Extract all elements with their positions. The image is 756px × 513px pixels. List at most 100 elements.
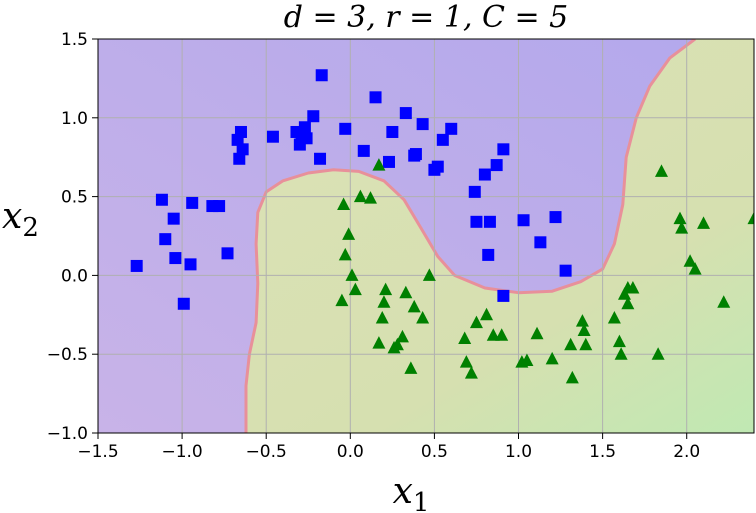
y-tick-label: 0.5 bbox=[61, 188, 88, 208]
point-class-0 bbox=[339, 122, 352, 135]
point-class-1 bbox=[375, 310, 389, 324]
x-axis: −1.5 −1.0 −0.5 0.0 0.5 1.0 1.5 2.0 bbox=[77, 433, 700, 462]
point-class-0 bbox=[169, 252, 182, 265]
point-class-0 bbox=[184, 258, 197, 271]
point-class-1 bbox=[530, 326, 544, 340]
point-class-0 bbox=[233, 152, 246, 165]
point-class-0 bbox=[468, 185, 481, 198]
point-class-0 bbox=[357, 144, 370, 157]
point-class-1 bbox=[486, 328, 500, 341]
point-class-0 bbox=[497, 143, 510, 156]
plot-area bbox=[97, 38, 755, 434]
x-tick-label: −0.5 bbox=[246, 442, 287, 462]
point-class-1 bbox=[614, 347, 628, 360]
point-class-1 bbox=[617, 287, 631, 300]
x-axis-label-subscript: 1 bbox=[413, 488, 430, 513]
point-class-1 bbox=[747, 211, 754, 225]
point-class-0 bbox=[307, 110, 320, 123]
point-class-1 bbox=[577, 323, 591, 337]
point-class-1 bbox=[480, 307, 494, 321]
point-class-1 bbox=[387, 340, 401, 354]
x-axis-label: x1 bbox=[393, 471, 430, 513]
point-class-1 bbox=[345, 268, 359, 281]
point-class-0 bbox=[386, 125, 399, 138]
x-tick-label: 2.0 bbox=[673, 442, 700, 462]
point-class-0 bbox=[534, 236, 547, 249]
point-class-0 bbox=[445, 122, 458, 135]
point-class-0 bbox=[559, 264, 572, 277]
point-class-1 bbox=[520, 353, 534, 367]
y-tick-label: −0.5 bbox=[47, 345, 88, 365]
point-class-1 bbox=[564, 337, 578, 351]
point-class-0 bbox=[315, 69, 328, 82]
point-class-0 bbox=[266, 130, 279, 143]
point-class-0 bbox=[409, 148, 422, 161]
x-tick-label: 1.5 bbox=[589, 442, 616, 462]
point-class-1 bbox=[395, 329, 409, 343]
point-class-1 bbox=[697, 216, 711, 229]
y-axis-label-base: x bbox=[2, 196, 22, 237]
plot-frame bbox=[97, 38, 755, 434]
point-class-0 bbox=[236, 143, 249, 156]
point-class-1 bbox=[422, 268, 436, 281]
x-tick-label: 1.0 bbox=[505, 442, 532, 462]
decision-region-class-1 bbox=[246, 39, 754, 433]
point-class-1 bbox=[565, 370, 579, 384]
y-axis-label: x2 bbox=[2, 196, 39, 243]
point-class-0 bbox=[369, 91, 382, 104]
point-class-1 bbox=[379, 282, 393, 296]
point-class-0 bbox=[186, 196, 199, 209]
point-class-1 bbox=[337, 197, 351, 210]
point-class-1 bbox=[621, 296, 635, 310]
point-class-1 bbox=[372, 336, 386, 349]
point-class-1 bbox=[377, 295, 391, 308]
point-class-0 bbox=[221, 247, 234, 260]
point-class-1 bbox=[651, 347, 665, 360]
point-class-0 bbox=[470, 215, 483, 228]
point-class-1 bbox=[458, 331, 472, 344]
point-class-0 bbox=[517, 214, 530, 227]
point-class-1 bbox=[342, 227, 356, 240]
point-class-0 bbox=[436, 133, 449, 146]
point-class-0 bbox=[159, 233, 172, 246]
x-axis-label-base: x bbox=[393, 471, 413, 512]
point-class-1 bbox=[495, 328, 509, 341]
point-class-1 bbox=[579, 337, 593, 351]
point-class-1 bbox=[545, 351, 559, 365]
y-tick-label: 0.0 bbox=[61, 266, 88, 286]
x-tick-label: −1.0 bbox=[161, 442, 202, 462]
point-class-0 bbox=[155, 193, 168, 206]
point-class-0 bbox=[177, 297, 190, 310]
y-tick-label: −1.0 bbox=[47, 424, 88, 444]
point-class-1 bbox=[673, 211, 687, 225]
data-points bbox=[130, 69, 754, 384]
point-class-0 bbox=[167, 212, 180, 225]
point-class-1 bbox=[469, 315, 483, 329]
point-class-1 bbox=[416, 310, 430, 324]
point-class-0 bbox=[478, 168, 491, 181]
point-class-0 bbox=[490, 159, 503, 172]
point-class-1 bbox=[335, 293, 349, 307]
x-tick-label: 0.0 bbox=[337, 442, 364, 462]
x-tick-label: 0.5 bbox=[421, 442, 448, 462]
y-tick-label: 1.0 bbox=[61, 109, 88, 129]
point-class-1 bbox=[654, 164, 668, 177]
point-class-1 bbox=[464, 366, 478, 379]
point-class-0 bbox=[382, 155, 395, 168]
point-class-0 bbox=[483, 215, 496, 228]
y-axis-label-subscript: 2 bbox=[22, 213, 39, 243]
point-class-1 bbox=[404, 361, 418, 374]
point-class-1 bbox=[717, 295, 731, 308]
point-class-0 bbox=[234, 125, 247, 138]
y-axis: −1.0 −0.5 0.0 0.5 1.0 1.5 bbox=[47, 30, 98, 444]
point-class-1 bbox=[688, 262, 702, 275]
point-class-0 bbox=[482, 248, 495, 261]
x-tick-label: −1.5 bbox=[77, 442, 118, 462]
decision-boundary bbox=[244, 39, 696, 433]
point-class-1 bbox=[353, 189, 367, 203]
point-class-1 bbox=[338, 247, 352, 261]
point-class-0 bbox=[549, 211, 562, 224]
point-class-1 bbox=[372, 158, 386, 171]
chart-title: d = 3, r = 1, C = 5 bbox=[284, 0, 569, 35]
